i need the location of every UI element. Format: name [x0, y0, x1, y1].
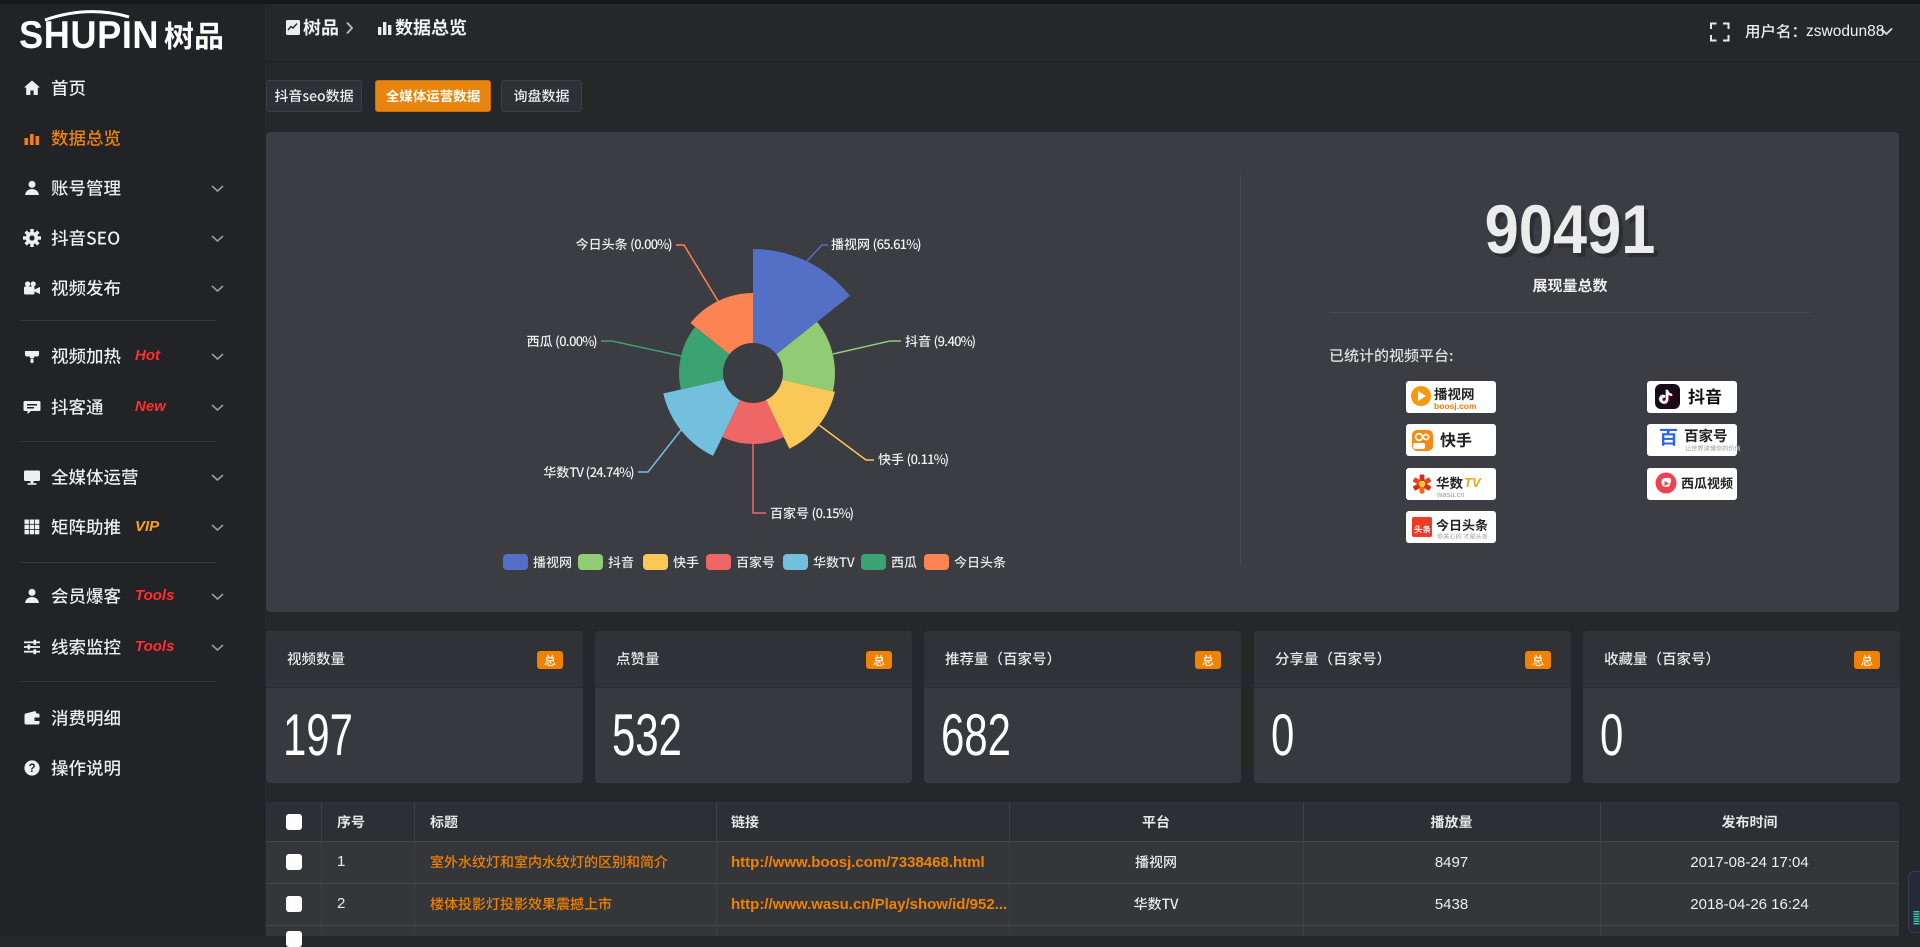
- svg-text:wasu.cn: wasu.cn: [1436, 490, 1465, 499]
- svg-text:boosj.com: boosj.com: [1434, 401, 1477, 411]
- svg-text:TV: TV: [1464, 475, 1482, 490]
- svg-text:?: ?: [28, 763, 35, 775]
